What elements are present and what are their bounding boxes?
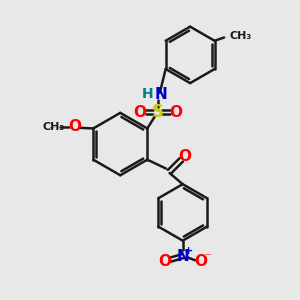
- Text: O: O: [158, 254, 171, 269]
- Text: O: O: [169, 105, 182, 120]
- Text: O: O: [134, 105, 146, 120]
- Text: S: S: [152, 103, 164, 121]
- Text: N: N: [155, 87, 167, 102]
- Text: O: O: [195, 254, 208, 269]
- Text: N: N: [176, 249, 189, 264]
- Text: O: O: [68, 119, 81, 134]
- Text: ⁻: ⁻: [204, 251, 211, 264]
- Text: O: O: [178, 148, 192, 164]
- Text: methoxy: methoxy: [50, 126, 56, 128]
- Text: CH₃: CH₃: [42, 122, 64, 132]
- Text: H: H: [142, 87, 153, 101]
- Text: +: +: [184, 246, 193, 256]
- Text: CH₃: CH₃: [230, 31, 252, 41]
